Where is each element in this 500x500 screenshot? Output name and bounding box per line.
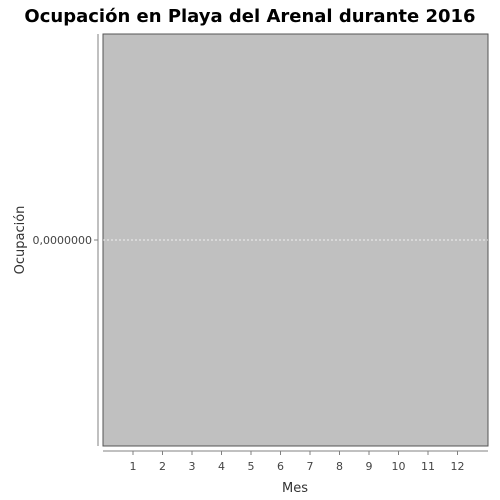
y-tick-label: 0,0000000	[33, 234, 93, 247]
x-tick-label: 7	[307, 460, 314, 473]
x-tick-label: 4	[218, 460, 225, 473]
x-tick-label: 8	[336, 460, 343, 473]
x-tick-label: 3	[189, 460, 196, 473]
x-tick-label: 12	[451, 460, 465, 473]
x-tick-label: 10	[392, 460, 406, 473]
x-tick-label: 11	[421, 460, 435, 473]
x-tick-label: 1	[130, 460, 137, 473]
x-tick-label: 2	[159, 460, 166, 473]
x-tick-label: 5	[248, 460, 255, 473]
x-axis-ticks: 1 2 3 4 5 6 7 8 9 10 11 12	[130, 451, 465, 473]
x-axis-label: Mes	[282, 481, 308, 496]
y-axis-label: Ocupación	[13, 206, 28, 275]
y-axis-ticks: 0,0000000	[33, 234, 98, 247]
chart-title: Ocupación en Playa del Arenal durante 20…	[24, 6, 475, 27]
x-tick-label: 6	[277, 460, 284, 473]
x-tick-label: 9	[366, 460, 373, 473]
